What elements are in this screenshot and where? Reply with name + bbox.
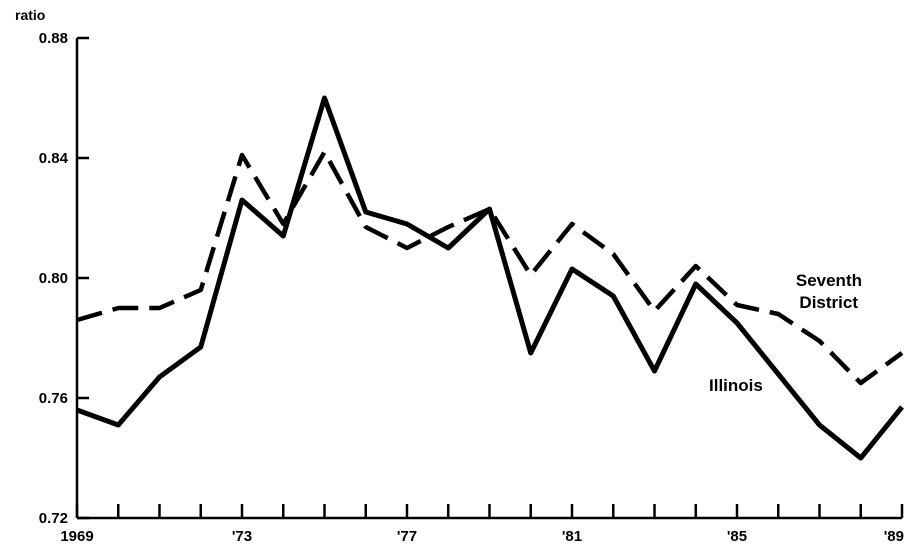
y-tick-label: 0.84 xyxy=(39,150,69,167)
axis-ticks: 0.72 0.76 0.80 0.84 0.88 1969 '73 '77 '81 '85 '89 xyxy=(39,30,904,545)
series-label-seventh-district-line1: Seventh xyxy=(796,271,862,290)
y-tick-label: 0.76 xyxy=(39,390,68,407)
y-axis: ratio xyxy=(15,7,77,518)
x-tick-label: 1969 xyxy=(60,528,93,545)
x-tick-label: '89 xyxy=(884,528,904,545)
x-tick-label: '85 xyxy=(727,528,747,545)
y-axis-unit-label: ratio xyxy=(15,7,45,23)
series-labels: Illinois Seventh District xyxy=(709,271,862,395)
series-lines xyxy=(77,98,902,458)
x-tick-label: '81 xyxy=(562,528,582,545)
illinois-line xyxy=(77,98,902,458)
y-tick-label: 0.72 xyxy=(39,510,68,527)
y-tick-label: 0.88 xyxy=(39,30,68,47)
x-tick-label: '77 xyxy=(397,528,417,545)
series-label-illinois: Illinois xyxy=(709,376,763,395)
series-label-seventh-district-line2: District xyxy=(799,293,858,312)
y-tick-label: 0.80 xyxy=(39,270,68,287)
x-tick-label: '73 xyxy=(232,528,252,545)
